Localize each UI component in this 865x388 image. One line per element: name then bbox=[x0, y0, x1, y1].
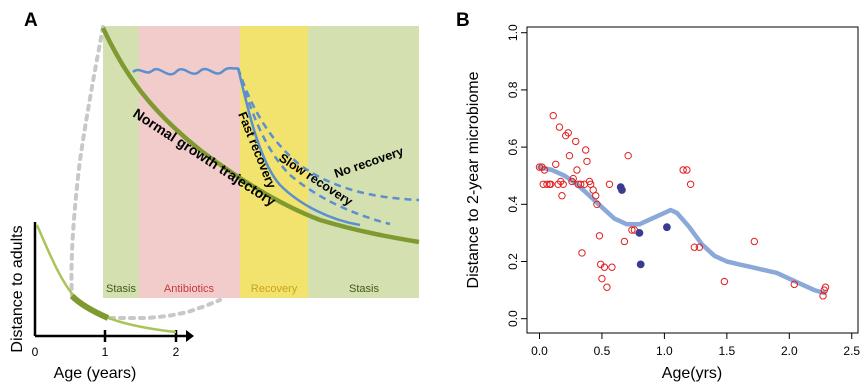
open-data-point bbox=[790, 280, 798, 289]
x-tick-label: 0.0 bbox=[531, 344, 548, 358]
inset-highlight-segment bbox=[69, 293, 110, 321]
open-data-point bbox=[540, 166, 549, 174]
open-data-point bbox=[578, 249, 586, 257]
y-tick-label: 1.0 bbox=[506, 24, 520, 41]
filled-data-point bbox=[636, 260, 645, 269]
inset-y-axis-title: Distance to adults bbox=[9, 225, 26, 352]
open-data-point bbox=[686, 180, 695, 188]
x-tick-label: 1.0 bbox=[656, 344, 673, 358]
open-data-point bbox=[539, 180, 547, 188]
filled-data-point bbox=[662, 223, 671, 232]
open-data-point bbox=[821, 283, 830, 291]
x-axis: 0.0 0.5 1.0 1.5 2.0 2.5 bbox=[531, 333, 860, 358]
phase-band-stasis-early bbox=[103, 26, 139, 298]
open-data-point bbox=[679, 166, 687, 174]
filled-data-point bbox=[635, 229, 644, 237]
inset-x-arrow-icon bbox=[186, 330, 194, 342]
open-data-point bbox=[605, 180, 614, 188]
zoom-line-upper bbox=[69, 25, 105, 298]
x-tick-label: 2.5 bbox=[843, 344, 860, 358]
x-axis-title: Age(yrs) bbox=[662, 365, 722, 382]
open-data-point bbox=[624, 151, 632, 160]
open-data-point bbox=[577, 180, 585, 188]
phase-label-stasis-early: Stasis bbox=[106, 283, 136, 295]
x-tick-label: 2.0 bbox=[781, 344, 798, 358]
open-data-point bbox=[552, 160, 560, 168]
open-data-point bbox=[598, 274, 606, 283]
open-data-point bbox=[564, 129, 572, 137]
panel-b-letter: B bbox=[456, 10, 470, 31]
open-data-point bbox=[559, 180, 567, 188]
inset-xtick-label-2: 2 bbox=[173, 345, 180, 359]
no-recovery-line bbox=[236, 67, 420, 202]
phase-band-stasis-late bbox=[308, 26, 419, 298]
y-axis: 0.0 0.2 0.4 0.6 0.8 1.0 bbox=[506, 24, 527, 327]
open-data-point bbox=[628, 226, 636, 234]
inset-xtick-label-0: 0 bbox=[32, 345, 39, 359]
open-data-point bbox=[573, 166, 581, 174]
open-data-point bbox=[549, 111, 557, 120]
open-data-point bbox=[690, 243, 699, 251]
y-tick-label: 0.2 bbox=[506, 253, 520, 270]
open-data-point bbox=[620, 237, 629, 246]
zoom-line-lower bbox=[108, 298, 222, 320]
smooth-trend-line bbox=[537, 164, 827, 296]
inset-xtick-label-1: 1 bbox=[102, 345, 109, 359]
y-axis-title: Distance to 2-year microbiome bbox=[465, 71, 482, 288]
filled-data-point bbox=[618, 186, 626, 194]
open-data-point bbox=[565, 151, 574, 160]
inset-chart: 0 1 2 Age (years) Distance to adults bbox=[9, 222, 194, 382]
y-tick-label: 0.4 bbox=[506, 196, 520, 213]
open-data-point bbox=[720, 277, 729, 286]
x-tick-label: 0.5 bbox=[594, 344, 611, 358]
open-data-point bbox=[750, 237, 759, 246]
phase-label-stasis-late: Stasis bbox=[349, 283, 379, 295]
phase-label-antibiotics: Antibiotics bbox=[164, 283, 215, 295]
open-data-point bbox=[593, 200, 601, 209]
normal-trajectory-line bbox=[100, 27, 420, 245]
data-points bbox=[535, 111, 830, 300]
open-data-point bbox=[583, 157, 591, 166]
open-data-point bbox=[555, 123, 564, 131]
open-data-point bbox=[603, 283, 611, 291]
open-data-point bbox=[582, 146, 590, 154]
panel-a-letter: A bbox=[24, 10, 38, 31]
open-data-point bbox=[569, 174, 577, 183]
open-data-point bbox=[695, 243, 704, 251]
open-data-point bbox=[558, 192, 566, 200]
open-data-point bbox=[683, 166, 691, 174]
slow-recovery-line bbox=[236, 67, 391, 226]
plot-frame bbox=[526, 26, 859, 334]
open-data-point bbox=[595, 232, 604, 240]
inset-x-axis-title: Age (years) bbox=[54, 365, 137, 382]
panel-b: 0.0 0.2 0.4 0.6 0.8 1.0 0.0 0.5 1.0 1.5 2.0 2.5 Ag… bbox=[465, 24, 860, 382]
antibiotic-perturbed-line bbox=[132, 66, 239, 76]
panel-a: Stasis Antibiotics Recovery Stasis Norma… bbox=[9, 25, 420, 382]
open-data-point bbox=[591, 192, 600, 200]
y-tick-label: 0.0 bbox=[506, 310, 520, 327]
open-data-point bbox=[608, 263, 616, 271]
fast-recovery-line bbox=[236, 67, 361, 227]
y-tick-label: 0.8 bbox=[506, 81, 520, 98]
x-tick-label: 1.5 bbox=[719, 344, 736, 358]
y-tick-label: 0.6 bbox=[506, 138, 520, 155]
open-data-point bbox=[547, 180, 555, 188]
open-data-point bbox=[572, 137, 580, 146]
phase-label-recovery: Recovery bbox=[251, 283, 298, 295]
open-data-point bbox=[543, 180, 551, 188]
open-data-point bbox=[600, 263, 609, 271]
